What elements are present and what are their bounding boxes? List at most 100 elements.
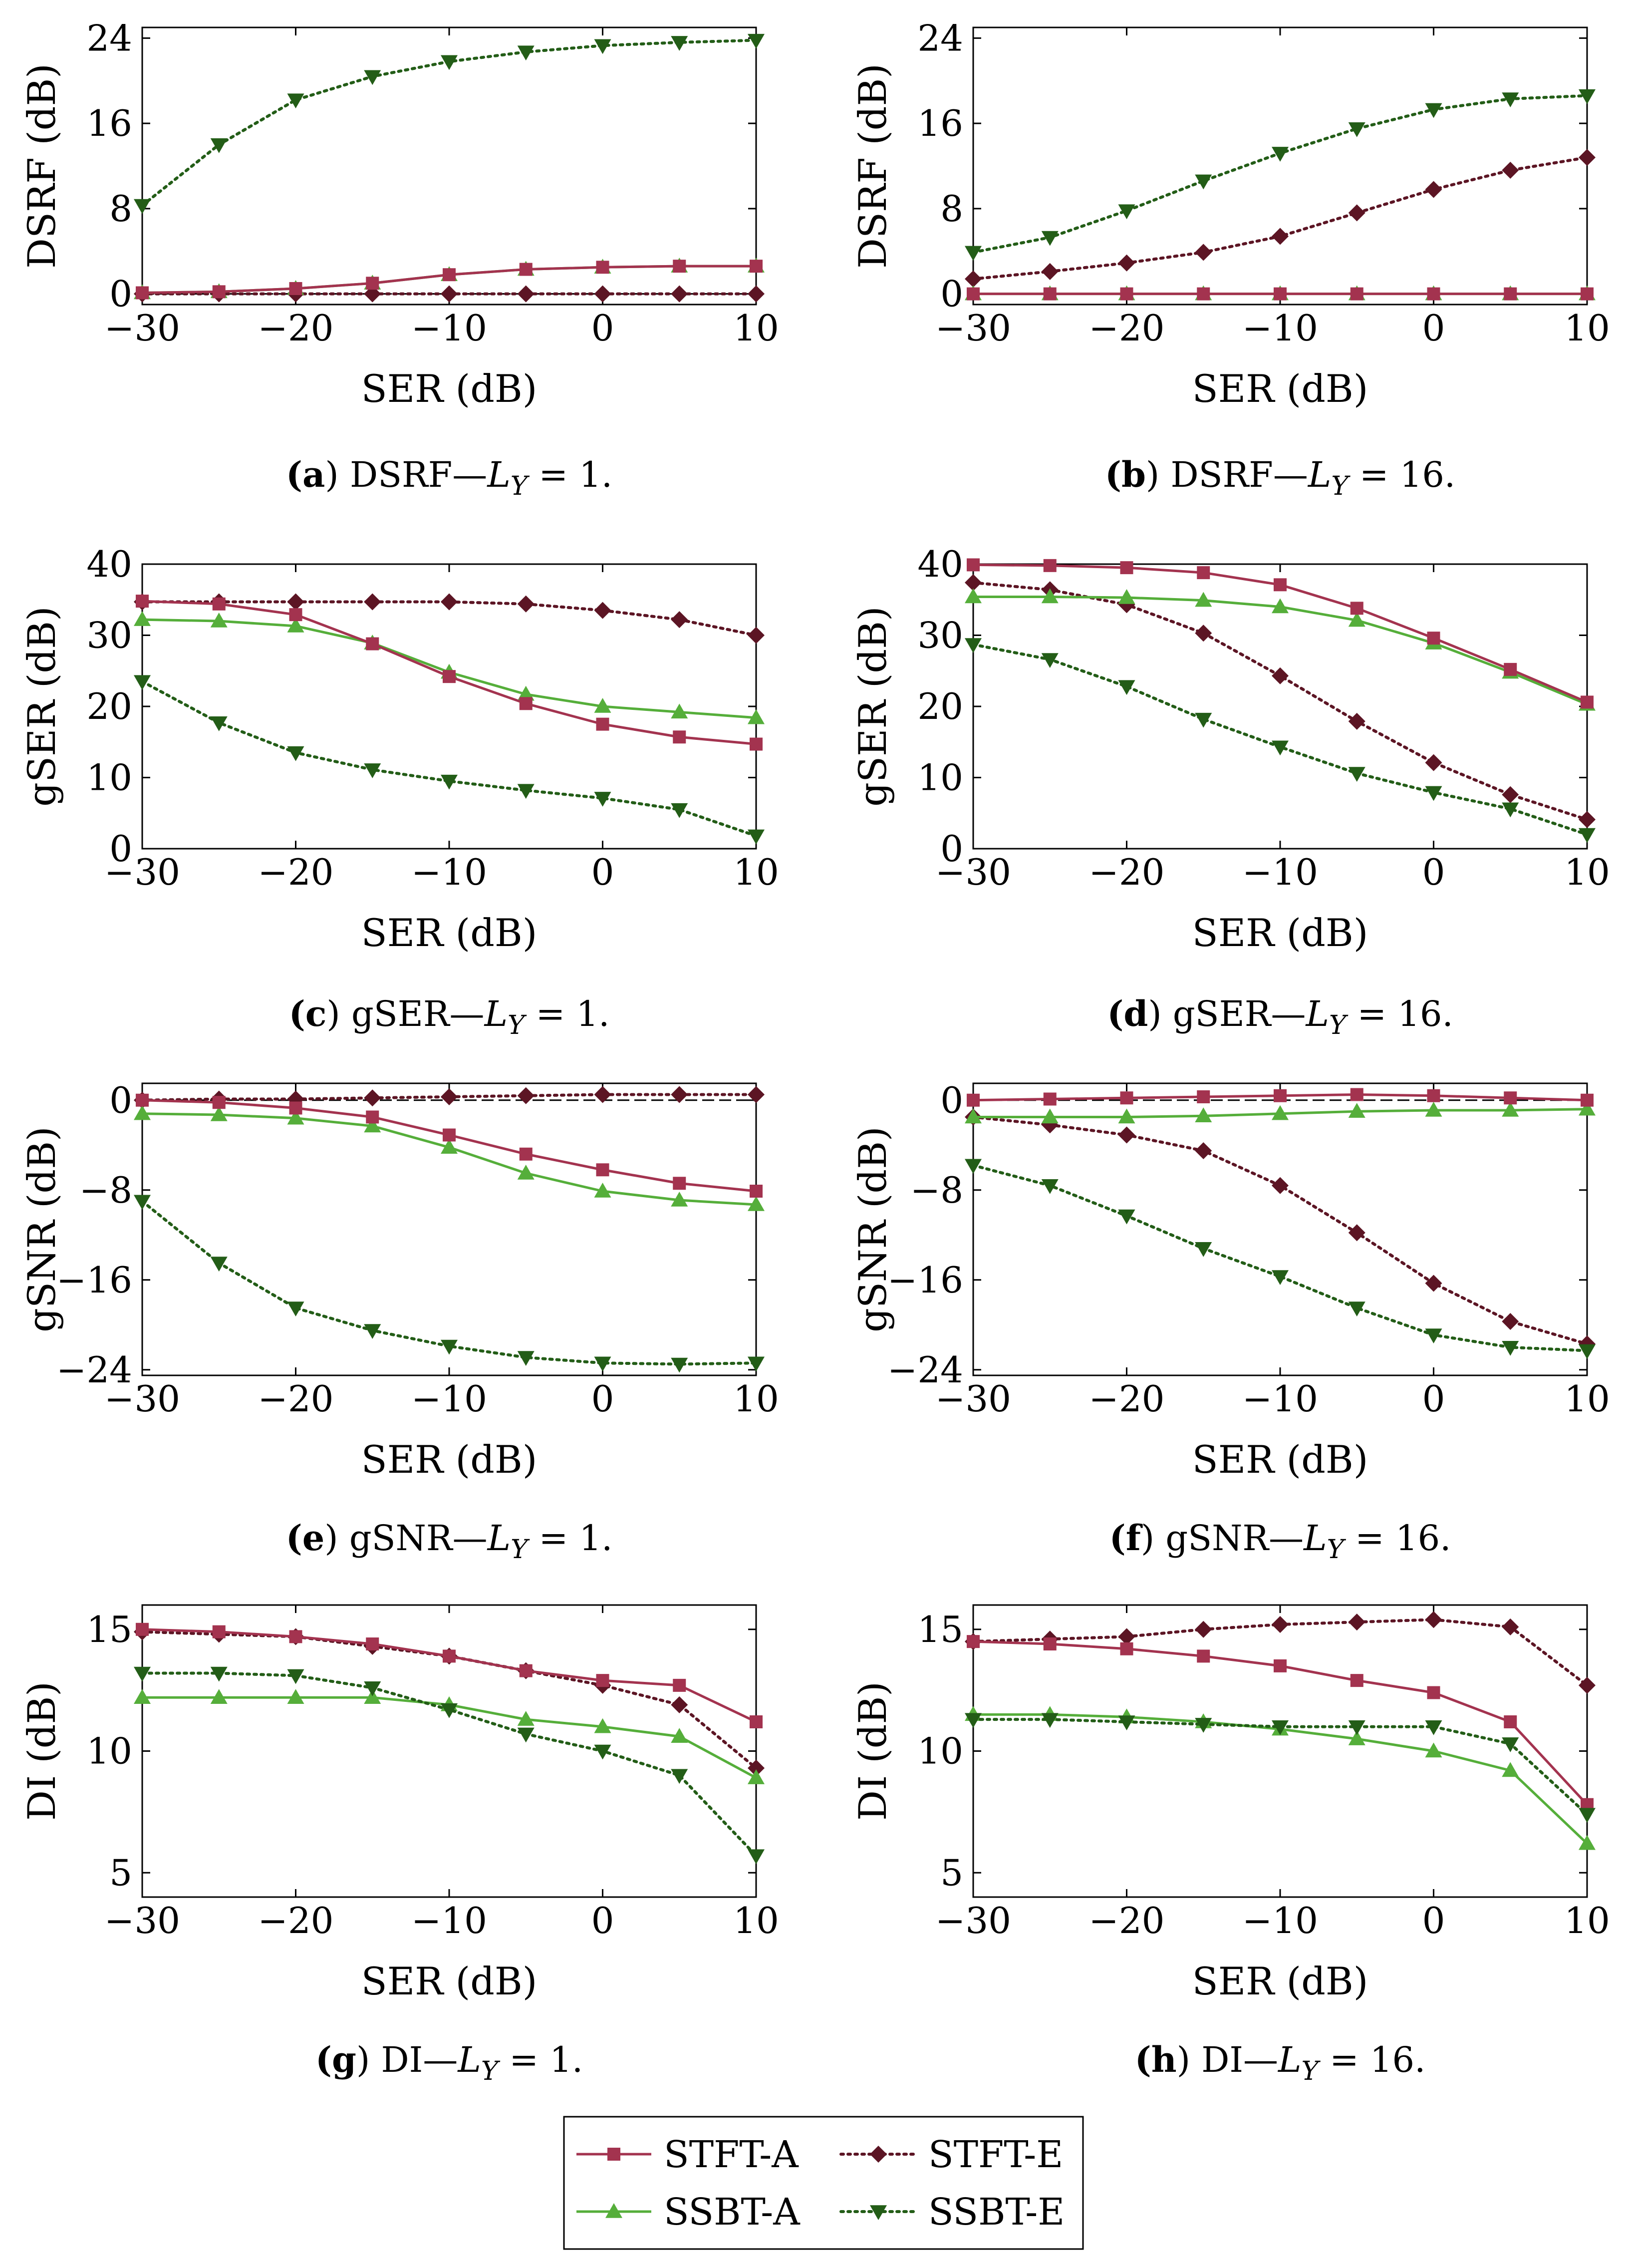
data-point <box>443 670 456 683</box>
y-tick-label: 15 <box>86 1609 132 1650</box>
caption-paren: ) <box>356 2039 381 2080</box>
data-point <box>1195 1620 1212 1638</box>
panel-caption: (e) gSNR—LY = 1. <box>286 1517 613 1565</box>
data-point <box>1350 1674 1363 1687</box>
data-point <box>1041 1713 1059 1728</box>
caption-letter: (e <box>286 1517 325 1559</box>
chart-panel-e: −30 −20 −10 0 10 −24 −16 −8 0 SER (dB) gSNR (dB) (e… <box>19 1079 779 1565</box>
data-point <box>1504 662 1517 676</box>
data-point <box>1350 287 1363 301</box>
y-tick-label: 16 <box>86 102 132 144</box>
data-point <box>1197 1090 1210 1103</box>
x-tick-label: −10 <box>411 1900 487 1942</box>
series-stft-a <box>967 1635 1594 1811</box>
caption-paren: ) <box>1146 454 1171 495</box>
data-point <box>1272 667 1289 684</box>
data-point <box>1348 712 1365 730</box>
x-tick-label: 0 <box>1422 1378 1445 1420</box>
caption-letter: (g <box>315 2039 356 2080</box>
caption-tail: = 1. <box>528 454 612 495</box>
y-tick-label: 8 <box>940 188 963 230</box>
data-point <box>1579 149 1596 166</box>
data-point <box>366 1110 379 1124</box>
chart-panel-c: −30 −20 −10 0 10 0 10 20 30 40 SER (dB) gSER (dB) (c… <box>19 543 779 1040</box>
x-tick-label: −30 <box>935 1900 1011 1942</box>
data-point <box>1502 1737 1519 1752</box>
data-point <box>748 1196 765 1211</box>
data-point <box>136 286 149 300</box>
data-point <box>1504 1091 1517 1105</box>
legend-marker <box>870 2205 887 2220</box>
data-point <box>212 285 226 299</box>
data-point <box>287 746 304 761</box>
data-point <box>1427 1089 1440 1102</box>
data-point <box>212 597 226 611</box>
x-tick-label: −30 <box>104 307 180 349</box>
data-point <box>1274 1659 1287 1672</box>
y-tick-label: 5 <box>940 1852 963 1894</box>
chart-panel-b: −30 −20 −10 0 10 0 8 16 24 SER (dB) DSRF (dB) (b) D… <box>850 17 1610 501</box>
data-point <box>1118 589 1135 604</box>
data-point <box>210 138 228 153</box>
series-ssbt-a <box>134 1105 765 1211</box>
data-point <box>287 1301 304 1316</box>
chart-panel-h: −30 −20 −10 0 10 5 10 15 SER (dB) DI (dB) (h) DI—L… <box>850 1604 1610 2086</box>
data-point <box>1425 103 1442 118</box>
data-point <box>1425 1102 1442 1117</box>
series-stft-a <box>136 1622 763 1728</box>
data-point <box>1579 828 1596 843</box>
data-point <box>364 1689 381 1704</box>
data-point <box>965 246 982 261</box>
legend-label: SSBT-E <box>928 2191 1065 2234</box>
x-tick-label: −10 <box>1242 1900 1318 1942</box>
caption-var: L <box>1303 1518 1327 1559</box>
data-point <box>965 1159 982 1174</box>
data-point <box>1427 1686 1440 1699</box>
series-stft-a <box>136 1093 763 1198</box>
x-tick-label: 10 <box>1564 1378 1610 1420</box>
caption-paren: ) <box>325 454 350 495</box>
x-tick-label: −20 <box>258 307 334 349</box>
data-point <box>134 1105 151 1120</box>
data-point <box>1425 1275 1442 1292</box>
data-point <box>364 1324 381 1339</box>
chart-panel-f: −30 −20 −10 0 10 −24 −16 −8 0 SER (dB) gSNR (dB) (f… <box>850 1079 1610 1565</box>
series-line <box>141 1200 758 1366</box>
data-point <box>1118 1628 1135 1645</box>
y-tick-label: −8 <box>79 1169 132 1211</box>
legend-entry-ssbt-e: SSBT-E <box>839 2191 1065 2234</box>
series-ssbt-a <box>134 611 765 724</box>
data-point <box>1579 1835 1596 1850</box>
y-tick-label: 30 <box>917 615 963 656</box>
x-tick-label: 10 <box>1564 307 1610 349</box>
series-stft-a <box>136 595 763 751</box>
caption-sub: Y <box>1329 1010 1349 1040</box>
data-point <box>1197 287 1210 301</box>
data-point <box>1195 1142 1212 1159</box>
caption-var: L <box>1307 454 1331 495</box>
x-axis-label: SER (dB) <box>361 366 538 411</box>
data-point <box>1274 578 1287 592</box>
series-stft-e <box>965 1108 1596 1352</box>
legend: STFT-A STFT-E SSBT-A SSBT-E <box>563 2116 1084 2250</box>
y-tick-label: −24 <box>887 1349 963 1391</box>
data-point <box>1195 1242 1212 1257</box>
data-point <box>596 717 609 731</box>
series-line <box>972 156 1589 281</box>
data-point <box>1425 1742 1442 1758</box>
data-point <box>443 1128 456 1142</box>
data-point <box>1195 174 1212 190</box>
caption-sub: Y <box>511 471 530 501</box>
caption-text: gSER— <box>1173 993 1306 1034</box>
y-tick-label: 10 <box>86 757 132 799</box>
data-point <box>1041 1108 1059 1124</box>
caption-sub: Y <box>508 1010 527 1040</box>
series-stft-a <box>967 1088 1594 1107</box>
data-point <box>1425 754 1442 771</box>
x-tick-label: −20 <box>258 1900 334 1942</box>
data-point <box>594 1744 611 1760</box>
data-point <box>134 199 151 214</box>
y-tick-label: 24 <box>86 17 132 59</box>
chart-panel-g: −30 −20 −10 0 10 5 10 15 SER (dB) DI (dB) (g) DI—L… <box>19 1604 779 2086</box>
data-point <box>1041 231 1059 246</box>
